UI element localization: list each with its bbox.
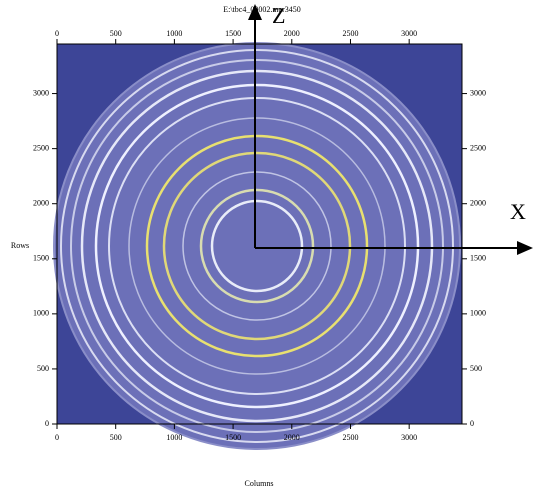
y-tick-label-right: 0 bbox=[470, 419, 474, 428]
y-tick-label-right: 2500 bbox=[470, 143, 486, 152]
x-tick-label-top: 0 bbox=[55, 29, 59, 38]
x-tick-label: 3000 bbox=[401, 433, 417, 442]
x-tick-label-top: 3000 bbox=[401, 29, 417, 38]
plot-frame bbox=[56, 43, 463, 425]
y-tick-label-right: 3000 bbox=[470, 88, 486, 97]
y-tick-label: 2500 bbox=[33, 143, 49, 152]
x-tick-label-top: 2000 bbox=[284, 29, 300, 38]
diffraction-image bbox=[53, 42, 461, 450]
x-tick-label-top: 1500 bbox=[225, 29, 241, 38]
y-tick-label: 1000 bbox=[33, 309, 49, 318]
y-axis-label: Rows bbox=[11, 241, 29, 250]
x-tick-label: 2000 bbox=[284, 433, 300, 442]
x-tick-label: 2500 bbox=[342, 433, 358, 442]
y-tick-label: 2000 bbox=[33, 199, 49, 208]
axes-arrows bbox=[248, 4, 533, 255]
z-axis-annotation: Z bbox=[272, 3, 285, 28]
x-axis-label: Columns bbox=[245, 479, 274, 488]
chart-title: E:\tbc4_00002.mar3450 bbox=[223, 5, 301, 14]
x-axis-annotation: X bbox=[510, 199, 526, 224]
y-tick-label: 1500 bbox=[33, 254, 49, 263]
y-tick-label: 0 bbox=[45, 419, 49, 428]
y-tick-label-right: 1000 bbox=[470, 309, 486, 318]
x-tick-label-top: 1000 bbox=[166, 29, 182, 38]
y-tick-label: 3000 bbox=[33, 88, 49, 97]
x-tick-label: 500 bbox=[110, 433, 122, 442]
x-tick-label: 1500 bbox=[225, 433, 241, 442]
y-tick-label-right: 1500 bbox=[470, 254, 486, 263]
x-tick-label-top: 500 bbox=[110, 29, 122, 38]
y-tick-label-right: 2000 bbox=[470, 199, 486, 208]
x-tick-label: 0 bbox=[55, 433, 59, 442]
y-tick-label-right: 500 bbox=[470, 364, 482, 373]
x-tick-label-top: 2500 bbox=[342, 29, 358, 38]
x-tick-label: 1000 bbox=[166, 433, 182, 442]
y-tick-label: 500 bbox=[37, 364, 49, 373]
